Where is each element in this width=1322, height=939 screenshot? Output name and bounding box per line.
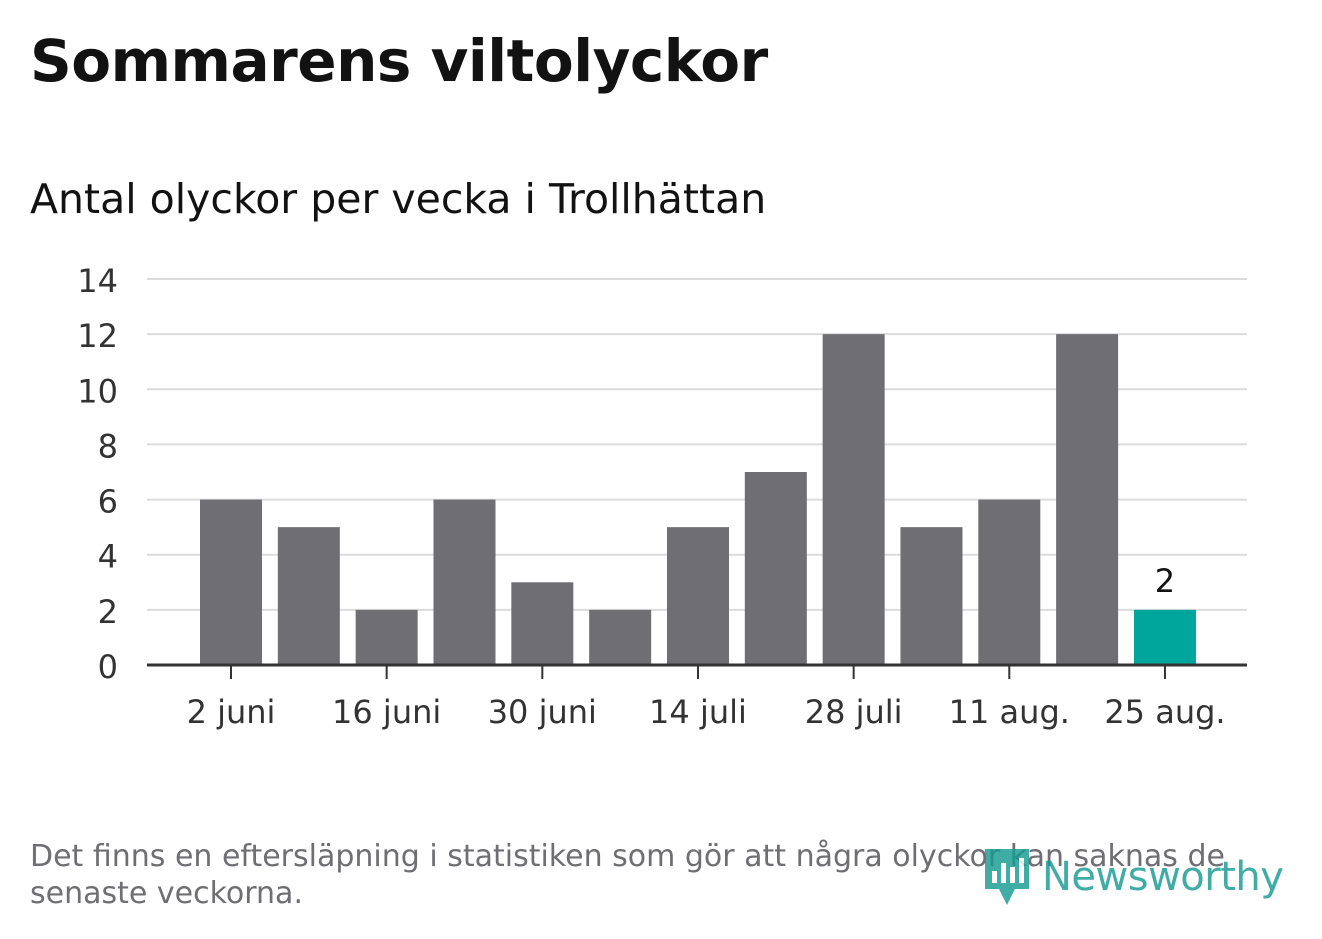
bar-23-juni xyxy=(433,499,496,665)
bars xyxy=(200,334,1196,665)
chart-title: Sommarens viltolyckor xyxy=(30,27,768,95)
bar-16-juni xyxy=(355,609,418,665)
x-axis xyxy=(147,663,1247,679)
x-tick-label: 30 juni xyxy=(488,693,597,731)
bar-30-juni xyxy=(511,582,574,665)
chart-subtitle: Antal olyckor per vecka i Trollhättan xyxy=(30,175,767,223)
y-tick-label: 4 xyxy=(98,538,118,576)
bar-9-juni xyxy=(277,527,340,665)
x-tick-label: 2 juni xyxy=(187,693,276,731)
x-tick-label: 16 juni xyxy=(332,693,441,731)
y-tick-label: 2 xyxy=(98,593,118,631)
logo-text: Newsworthy xyxy=(1042,854,1284,900)
bar-21-juli xyxy=(744,472,807,665)
y-tick-label: 6 xyxy=(98,483,118,521)
bar-11-aug xyxy=(978,499,1041,665)
bar-7-juli xyxy=(589,609,652,665)
bar-18-aug xyxy=(1056,334,1119,665)
bar-14-juli xyxy=(666,527,729,665)
data-label: 2 xyxy=(1155,562,1175,600)
bar-4-aug xyxy=(900,527,963,665)
x-tick-label: 11 aug. xyxy=(949,693,1070,731)
newsworthy-logo: Newsworthy xyxy=(982,846,1284,908)
bar-2-juni xyxy=(200,499,262,665)
bar-28-juli xyxy=(822,334,885,665)
y-axis-labels: 0 2 4 6 8 10 12 14 xyxy=(77,262,118,686)
data-labels: 2 xyxy=(1155,562,1175,600)
y-tick-label: 8 xyxy=(98,427,118,465)
x-axis-labels: 2 juni 16 juni 30 juni 14 juli 28 juli 11 aug… xyxy=(187,693,1226,731)
y-tick-label: 14 xyxy=(77,262,118,300)
bar-25-aug xyxy=(1133,609,1196,665)
y-tick-label: 12 xyxy=(77,317,118,355)
x-tick-label: 28 juli xyxy=(805,693,903,731)
x-tick-label: 14 juli xyxy=(649,693,747,731)
x-tick-label: 25 aug. xyxy=(1104,693,1225,731)
newsworthy-logo-icon xyxy=(985,849,1029,905)
y-tick-label: 10 xyxy=(77,372,118,410)
y-tick-label: 0 xyxy=(98,648,118,686)
